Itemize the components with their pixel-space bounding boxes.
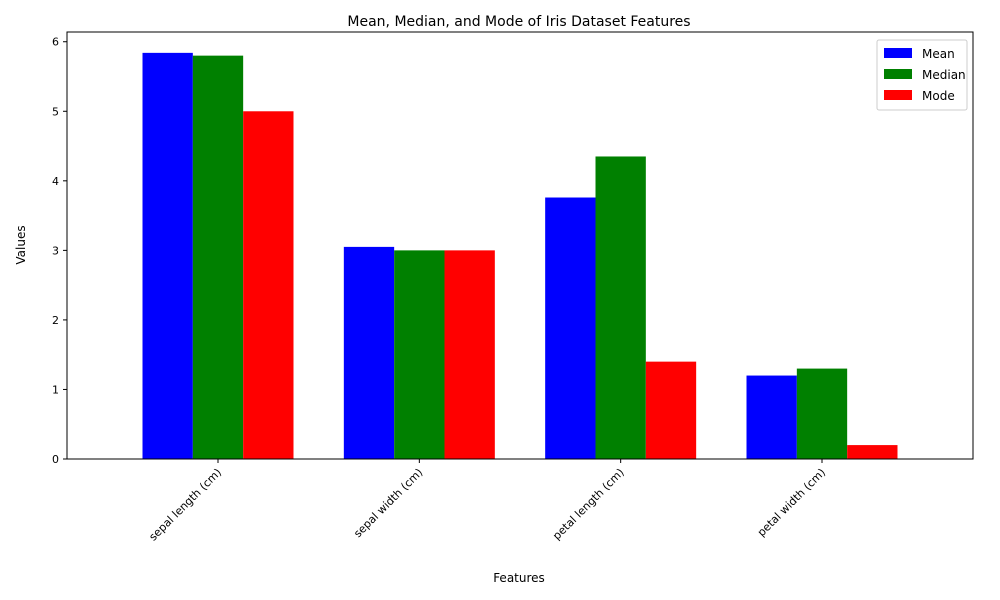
y-tick-label: 0 [52, 453, 59, 466]
bar-mode-3 [847, 445, 898, 459]
x-tick-label: sepal length (cm) [147, 466, 225, 544]
bar-mean-0 [142, 52, 193, 460]
bar-median-3 [796, 368, 848, 459]
x-tick-label: sepal width (cm) [351, 466, 425, 540]
y-tick-label: 3 [52, 244, 59, 257]
bars-group [142, 52, 898, 460]
y-tick-label: 2 [52, 314, 59, 327]
legend-swatch-mode [884, 90, 912, 100]
y-tick-label: 5 [52, 105, 59, 118]
y-tick-label: 4 [52, 175, 59, 188]
bar-median-2 [595, 156, 646, 460]
bar-mean-3 [746, 375, 797, 459]
x-tick-label: petal width (cm) [755, 466, 828, 539]
bar-mode-1 [444, 250, 495, 459]
x-tick-label: petal length (cm) [550, 466, 627, 543]
legend-swatch-mean [884, 48, 912, 58]
legend-label-median: Median [922, 68, 966, 82]
x-axis: sepal length (cm) sepal width (cm) petal l… [147, 459, 828, 544]
y-tick-label: 6 [52, 36, 59, 49]
legend-swatch-median [884, 69, 912, 79]
y-axis-label: Values [14, 225, 28, 264]
plot-frame [66, 31, 974, 460]
x-axis-label: Features [493, 571, 545, 585]
bar-median-0 [192, 55, 244, 459]
bar-mode-2 [645, 361, 697, 459]
bar-mode-0 [243, 111, 294, 459]
y-tick-label: 1 [52, 383, 59, 396]
chart-title: Mean, Median, and Mode of Iris Dataset F… [347, 14, 690, 30]
legend-label-mode: Mode [922, 89, 955, 103]
bar-mean-1 [343, 246, 395, 459]
bar-mean-2 [545, 197, 596, 459]
bar-median-1 [394, 250, 445, 459]
legend: Mean Median Mode [876, 39, 968, 111]
legend-label-mean: Mean [922, 47, 955, 61]
y-axis: 0 1 2 3 4 5 6 [52, 36, 67, 466]
